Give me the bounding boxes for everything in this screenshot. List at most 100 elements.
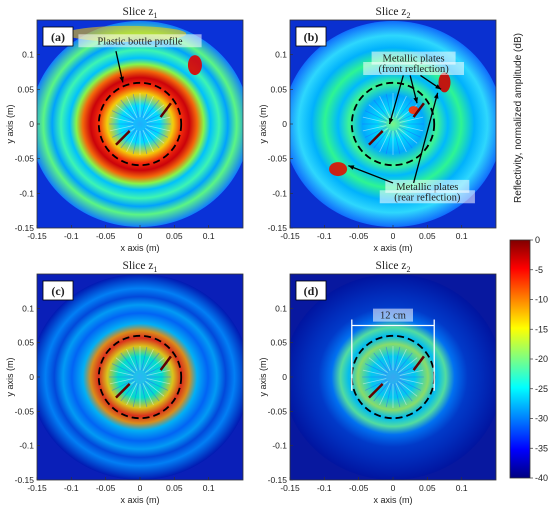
y-tick-label: 0.1 [22, 303, 34, 313]
panel-c: -0.15 -0.1 -0.05 0 0.05 0.1 0.1 0.05 0 -0.05 -0.1 -… [5, 260, 244, 505]
svg-text:(b): (b) [304, 30, 319, 44]
y-axis-label: y axis (m) [5, 358, 15, 397]
x-tick-label: -0.1 [317, 231, 332, 241]
x-axis-label: x axis (m) [121, 495, 160, 505]
panel-b: -0.15 -0.1 -0.05 0 0.05 0.1 0.1 0.05 0 -0.05 -0.1 -… [258, 6, 497, 253]
y-tick-label: 0 [29, 119, 34, 129]
bottle-outline [97, 334, 183, 420]
x-tick-label: 0.05 [166, 483, 183, 493]
colorbar-tick-label: -35 [535, 443, 548, 453]
panel-d: -0.15 -0.1 -0.05 0 0.05 0.1 0.1 0.05 0 -0.05 -0.1 -… [258, 260, 497, 505]
x-tick-label: 0 [138, 483, 143, 493]
y-axis-label: y axis (m) [258, 105, 268, 144]
y-tick-label: -0.1 [19, 441, 34, 451]
svg-text:Plastic bottle profile: Plastic bottle profile [97, 36, 182, 47]
y-tick-label: 0.05 [270, 338, 287, 348]
y-axis-label: y axis (m) [5, 105, 15, 144]
y-tick-label: 0.05 [270, 84, 287, 94]
y-tick-label: 0.1 [275, 303, 287, 313]
annotation: 12 cm [373, 308, 413, 322]
colorbar-tick-label: -25 [535, 384, 548, 394]
x-axis-label: x axis (m) [374, 495, 413, 505]
colorbar-tick-label: -10 [535, 295, 548, 305]
x-tick-label: 0 [391, 483, 396, 493]
y-tick-label: 0 [29, 372, 34, 382]
y-tick-label: 0.1 [22, 50, 34, 60]
x-tick-label: -0.15 [27, 231, 47, 241]
y-axis-label: y axis (m) [258, 358, 268, 397]
panel-letter: (c) [42, 280, 74, 301]
svg-text:(front reflection): (front reflection) [378, 64, 449, 75]
y-tick-label: -0.1 [19, 188, 34, 198]
colorbar: 0 -5 -10 -15 -20 -25 -30 -35 -40 Reflectivity, n… [509, 33, 548, 483]
x-tick-label: -0.1 [64, 231, 79, 241]
x-tick-label: 0.1 [456, 483, 468, 493]
annotation: Metallic plates [371, 51, 456, 65]
annotation-arrow [388, 75, 404, 125]
panel-title: Slice z2 [376, 260, 411, 274]
y-tick-label: 0 [282, 372, 287, 382]
svg-text:Metallic plates: Metallic plates [383, 54, 445, 65]
svg-text:Metallic plates: Metallic plates [396, 182, 458, 193]
x-axis-label: x axis (m) [121, 243, 160, 253]
x-tick-label: -0.05 [96, 231, 116, 241]
y-tick-label: -0.05 [15, 406, 35, 416]
svg-text:(rear reflection): (rear reflection) [394, 192, 461, 203]
y-tick-label: 0.05 [17, 338, 34, 348]
y-tick-label: -0.15 [15, 475, 35, 485]
x-tick-label: 0 [138, 231, 143, 241]
colorbar-tick-label: 0 [535, 235, 540, 245]
x-tick-label: -0.15 [280, 231, 300, 241]
y-tick-label: -0.15 [15, 223, 35, 233]
x-tick-label: -0.1 [317, 483, 332, 493]
annotation-arrow [412, 92, 439, 184]
annotation: (rear reflection) [379, 190, 475, 204]
y-tick-label: -0.1 [272, 188, 287, 198]
y-tick-label: -0.05 [268, 154, 288, 164]
heatmap-image [290, 274, 496, 480]
annotation: (front reflection) [363, 62, 464, 75]
y-tick-label: -0.05 [268, 406, 288, 416]
panel-letter: (a) [42, 26, 74, 47]
svg-text:(c): (c) [51, 284, 64, 298]
x-tick-label: -0.15 [280, 483, 300, 493]
x-tick-label: 0.05 [419, 231, 436, 241]
panel-title: Slice z1 [123, 6, 158, 20]
x-tick-label: -0.15 [27, 483, 47, 493]
panel-title: Slice z2 [376, 6, 411, 20]
colorbar-label: Reflectivity, normalized amplitude (dB) [513, 33, 524, 203]
heatmap-image [37, 274, 243, 480]
colorbar-tick-label: -30 [535, 414, 548, 424]
y-tick-label: -0.15 [268, 475, 288, 485]
bottle-outline [97, 81, 183, 167]
panel-letter: (b) [295, 26, 327, 47]
x-tick-label: 0.1 [456, 231, 468, 241]
panel-letter: (d) [295, 280, 327, 301]
x-tick-label: -0.05 [349, 231, 369, 241]
x-tick-label: 0.1 [203, 483, 215, 493]
x-tick-label: -0.1 [64, 483, 79, 493]
y-tick-label: -0.1 [272, 441, 287, 451]
colorbar-tick-label: -5 [535, 265, 543, 275]
y-tick-label: -0.15 [268, 223, 288, 233]
colorbar-tick-label: -40 [535, 473, 548, 483]
colorbar-tick-label: -15 [535, 324, 548, 334]
y-tick-label: -0.05 [15, 154, 35, 164]
annotation: Metallic plates [385, 179, 470, 193]
bottle-outline [350, 81, 436, 167]
colorbar-tick-label: -20 [535, 354, 548, 364]
annotation-arrow [348, 164, 394, 184]
svg-text:(a): (a) [51, 30, 65, 44]
svg-text:(d): (d) [304, 284, 319, 298]
x-tick-label: -0.05 [96, 483, 116, 493]
annotation: Plastic bottle profile [78, 34, 202, 48]
x-tick-label: -0.05 [349, 483, 369, 493]
x-tick-label: 0 [391, 231, 396, 241]
x-axis-label: x axis (m) [374, 243, 413, 253]
x-tick-label: 0.05 [419, 483, 436, 493]
y-tick-label: 0.1 [275, 50, 287, 60]
x-tick-label: 0.1 [203, 231, 215, 241]
x-tick-label: 0.05 [166, 231, 183, 241]
y-tick-label: 0 [282, 119, 287, 129]
